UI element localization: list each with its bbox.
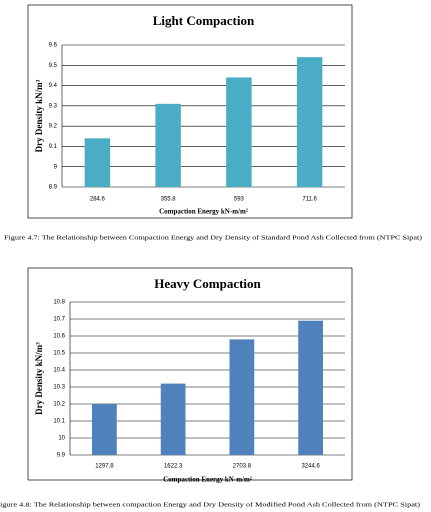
x-tick-label: 2703.8 <box>233 464 252 470</box>
y-tick-label: 10 <box>58 436 65 442</box>
bar <box>226 77 252 187</box>
x-axis-title: Compaction Energy kN-m/m² <box>159 208 248 216</box>
y-tick-label: 10.5 <box>53 351 65 357</box>
y-tick-label: 9.3 <box>49 103 58 109</box>
y-tick-label: 9 <box>54 164 58 170</box>
y-tick-label: 10.3 <box>53 385 65 391</box>
bar <box>229 339 255 455</box>
y-tick-label: 9.2 <box>49 124 58 130</box>
y-tick-label: 10.6 <box>53 334 65 340</box>
y-tick-label: 10.4 <box>53 368 65 374</box>
x-tick-label: 711.6 <box>302 197 317 203</box>
chart-title: Light Compaction <box>153 13 255 28</box>
y-tick-label: 9.5 <box>49 63 58 69</box>
x-tick-label: 3244.6 <box>301 464 320 470</box>
x-tick-label: 593 <box>234 197 245 203</box>
y-tick-label: 8.9 <box>49 185 58 191</box>
x-tick-label: 284.6 <box>90 197 106 203</box>
y-tick-label: 10.1 <box>53 419 65 425</box>
bar <box>92 404 117 455</box>
y-axis-title: Dry Density kN/m³ <box>34 342 44 415</box>
bar <box>160 383 186 455</box>
y-tick-label: 9.6 <box>49 43 58 49</box>
x-tick-label: 1622.3 <box>164 464 183 470</box>
y-tick-label: 10.7 <box>53 317 65 323</box>
y-tick-label: 10.2 <box>53 402 65 408</box>
chart-frame <box>27 4 353 219</box>
y-tick-label: 9.9 <box>57 453 66 459</box>
y-axis-title: Dry Density kN/m³ <box>34 79 44 152</box>
bar <box>298 320 323 455</box>
chart-frame <box>27 267 353 481</box>
y-tick-label: 9.4 <box>49 83 58 89</box>
chart-title: Heavy Compaction <box>154 276 261 291</box>
x-tick-label: 1297.8 <box>95 464 114 470</box>
y-tick-label: 9.1 <box>49 144 58 150</box>
bar <box>296 57 323 187</box>
x-axis-title: Compaction Energy kN-m/m² <box>163 476 252 484</box>
y-tick-label: 10.8 <box>53 300 65 306</box>
caption: igure 4.8: The Relationship between comp… <box>0 501 420 508</box>
bar <box>155 103 181 187</box>
bar <box>84 138 111 187</box>
x-tick-label: 355.8 <box>161 197 177 203</box>
caption: Figure 4.7: The Relationship between Com… <box>4 234 422 241</box>
